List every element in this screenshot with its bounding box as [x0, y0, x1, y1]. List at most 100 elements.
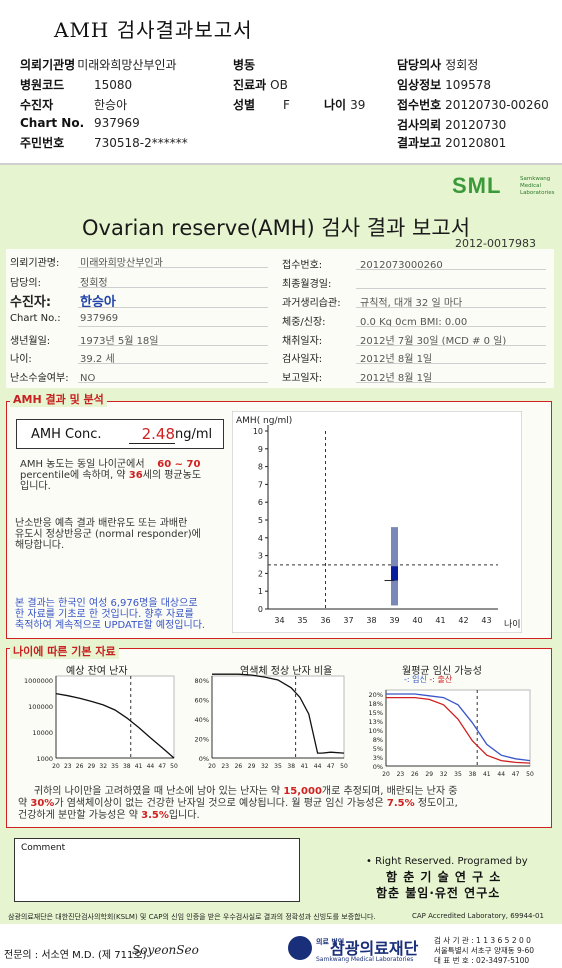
- amh-conc-unit: ng/ml: [175, 427, 213, 442]
- mini-x-tick-label: 29: [88, 763, 96, 770]
- mini-x-tick-label: 47: [512, 771, 520, 778]
- info-weight-height: 체중/신장: 0.0 Kg 0cm BMI: 0.00: [282, 317, 468, 328]
- mini-y-tick-label: 3%: [373, 754, 383, 762]
- hdr-chart-no: Chart No. 937969: [20, 116, 140, 130]
- sml-logo: SML Samkwang Medical Laboratories: [452, 173, 555, 198]
- mini-x-tick-label: 20: [208, 763, 216, 770]
- amh-section-heading: AMH 결과 및 분석: [10, 391, 107, 407]
- chart-frame: [232, 411, 522, 633]
- mini-series-line: [55, 692, 175, 759]
- mini-x-tick-label: 38: [123, 763, 131, 770]
- mini-y-tick-label: 60%: [195, 697, 209, 705]
- mini-x-tick-label: 35: [454, 771, 462, 778]
- mini-y-tick-label: 1000000: [24, 677, 53, 685]
- hdr-accession-no: 접수번호 20120730-00260: [397, 98, 549, 112]
- mini-series-line: [386, 696, 531, 764]
- mini-y-tick-label: 20%: [369, 691, 383, 699]
- mini-x-tick-label: 29: [425, 771, 433, 778]
- hdr-doctor: 담당의사 정회정: [397, 58, 479, 72]
- y-tick-label: 7: [258, 480, 263, 489]
- info-report-date: 보고일자: 2012년 8월 1일: [282, 373, 433, 384]
- info-accession-no: 접수번호: 2012073000260: [282, 260, 443, 271]
- info-last-period: 최종월경일:: [282, 279, 332, 290]
- footer: [0, 924, 562, 968]
- mini-series-line: [212, 673, 345, 754]
- x-tick-label: 34: [274, 616, 284, 625]
- mini-x-tick-label: 29: [248, 763, 256, 770]
- cap-accreditation: CAP Accredited Laboratory, 69944-01: [412, 912, 544, 920]
- contact-info: 검 사 기 관 : 1 1 3 6 5 2 0 0 서울특별시 서초구 양재동 …: [434, 936, 535, 965]
- samkwang-logo: 의료 법인 삼광의료재단 Samkwang Medical Laboratori…: [284, 930, 432, 966]
- hdr-hospital-code: 병원코드 15080: [20, 78, 133, 92]
- amh-conc-box: AMH Conc. 2.48 ng/ml: [16, 419, 224, 449]
- y-tick-label: 6: [258, 498, 263, 507]
- mini-x-tick-label: 38: [287, 763, 295, 770]
- mini-x-tick-label: 41: [301, 763, 309, 770]
- mini-x-tick-label: 32: [99, 763, 107, 770]
- info-cycle-history: 과거생리습관: 규칙적, 대개 32 일 마다: [282, 298, 463, 309]
- mini-y-tick-label: 15%: [369, 709, 383, 717]
- mini-series-line: [386, 693, 531, 762]
- mini-x-tick-label: 50: [526, 771, 534, 778]
- mini-x-tick-label: 20: [382, 771, 390, 778]
- info-collection-date: 채취일자: 2012년 7월 30일 (MCD # 0 일): [282, 336, 507, 347]
- accreditation-note: 삼광의료재단은 대한진단검사의학회(KSLM) 및 CAP의 신임 인증을 받은…: [8, 913, 376, 921]
- research-lab: 함춘 불임·유전 연구소: [376, 886, 501, 900]
- iqr-box-39: [391, 566, 398, 581]
- mini-y-tick-label: 10%: [369, 727, 383, 735]
- hdr-clinical-info: 임상정보 109578: [397, 78, 491, 92]
- x-tick-label: 43: [481, 616, 491, 625]
- y-tick-label: 9: [258, 445, 263, 454]
- y-axis-label: AMH( ng/ml): [236, 416, 292, 426]
- mini-chart-title-pregnancy: 월평균 임신 가능성: [402, 666, 482, 677]
- mini-y-tick-label: 18%: [369, 700, 383, 708]
- mini-x-tick-label: 47: [327, 763, 335, 770]
- specialist-name: 전문의 : 서소연 M.D. (제 711호): [4, 950, 147, 961]
- amh-conc-label: AMH Conc.: [31, 427, 102, 442]
- hdr-ward: 병동: [233, 58, 256, 72]
- x-tick-label: 40: [412, 616, 422, 625]
- mini-x-tick-label: 47: [158, 763, 166, 770]
- info-ovarian-surgery: 난소수술여부: NO: [10, 373, 96, 384]
- mini-x-tick-label: 38: [469, 771, 477, 778]
- hdr-patient: 수진자 한승아: [20, 98, 128, 112]
- mini-x-tick-label: 44: [147, 763, 155, 770]
- y-tick-label: 1: [258, 587, 263, 596]
- mini-y-tick-label: 0%: [373, 763, 383, 771]
- patient-info-panel: [6, 249, 554, 388]
- x-tick-label: 42: [458, 616, 468, 625]
- comment-box: Comment: [14, 838, 300, 902]
- x-tick-label: 38: [366, 616, 376, 625]
- info-age: 나이: 39.2 세: [10, 354, 115, 365]
- mini-x-tick-label: 35: [111, 763, 119, 770]
- mini-x-tick-label: 26: [235, 763, 243, 770]
- mini-x-tick-label: 26: [411, 771, 419, 778]
- hdr-referral-org: 의뢰기관명 미래와희망산부인과: [20, 58, 177, 72]
- info-referral-org: 의뢰기관명: 미래와희망산부인과: [10, 258, 163, 269]
- amh-conc-value: 2.48: [129, 425, 175, 444]
- mini-x-tick-label: 32: [261, 763, 269, 770]
- mini-y-tick-label: 8%: [373, 736, 383, 744]
- mini-y-tick-label: 1000: [36, 755, 53, 763]
- mini-x-tick-label: 20: [52, 763, 60, 770]
- comment-label: Comment: [21, 843, 66, 853]
- mini-y-tick-label: 20%: [195, 736, 209, 744]
- signature: SoyeonSeo: [132, 943, 199, 957]
- mini-x-tick-label: 41: [135, 763, 143, 770]
- mini-x-tick-label: 23: [64, 763, 72, 770]
- mini-chart-title-eggs: 예상 잔여 난자: [66, 666, 128, 677]
- legend-pregnancy: -: 임신: [404, 675, 427, 684]
- mini-y-tick-label: 80%: [195, 677, 209, 685]
- hdr-id-number: 주민번호 730518-2******: [20, 136, 188, 150]
- y-tick-label: 4: [258, 534, 263, 543]
- rights-line: • Right Reserved. Programed by: [366, 856, 528, 867]
- x-tick-label: 41: [435, 616, 445, 625]
- data-source-note: 본 결과는 한국인 여성 6,976명을 대상으로 한 자료를 기초로 한 것입…: [15, 598, 206, 631]
- mini-x-tick-label: 23: [397, 771, 405, 778]
- pregnancy-chart: 20%18%15%13%10%8%5%3%0%20 23 26 29 32 35 38 41 4…: [369, 689, 534, 778]
- report-title: AMH 검사결과보고서: [54, 18, 253, 42]
- info-doctor: 담당의: 정회정: [10, 278, 108, 289]
- mini-x-tick-label: 41: [483, 771, 491, 778]
